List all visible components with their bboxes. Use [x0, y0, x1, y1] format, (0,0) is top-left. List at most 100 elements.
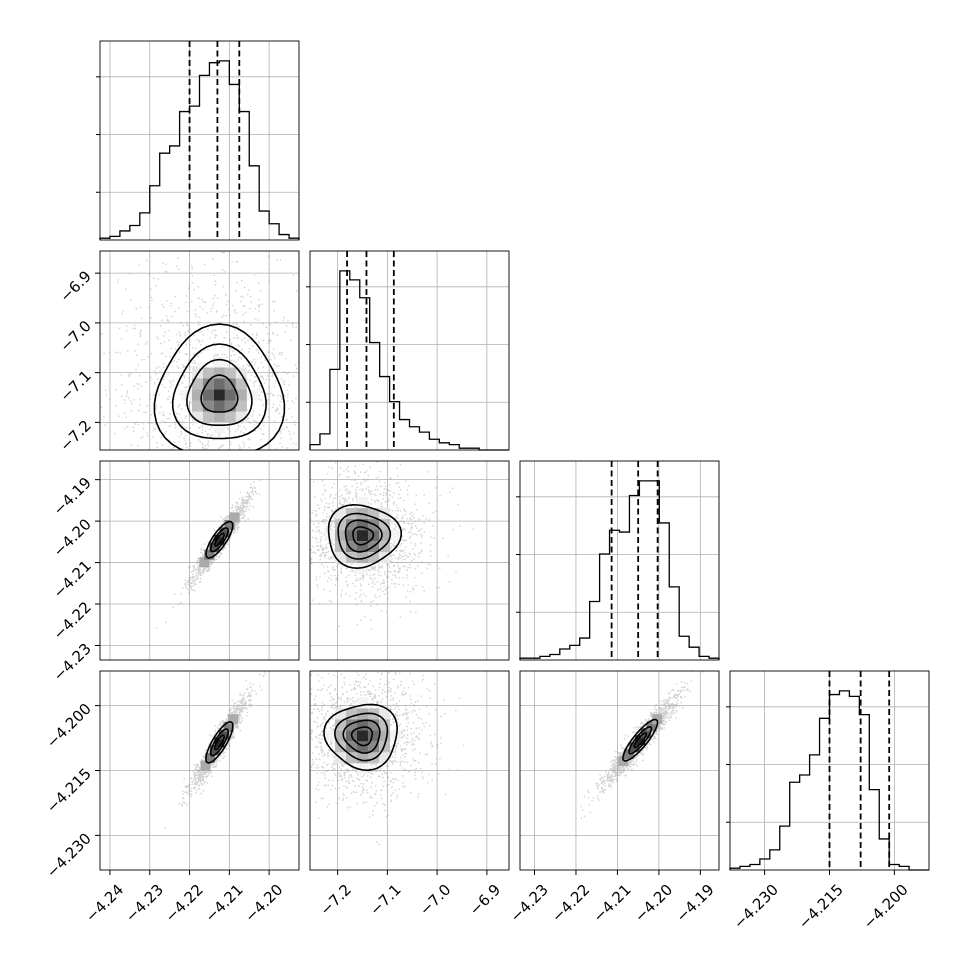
- density-block: [345, 719, 357, 731]
- density-panel-3-4: [519, 670, 720, 871]
- density-block: [235, 411, 247, 423]
- density-block: [209, 542, 220, 553]
- density-block: [213, 389, 225, 401]
- density-content: [310, 461, 475, 630]
- density-panel-1-4: [99, 670, 300, 871]
- density-block: [213, 378, 225, 390]
- contour-line-2: [342, 719, 381, 754]
- panel-frame: [309, 670, 510, 871]
- density-panel-1-2: [99, 250, 300, 451]
- histogram-step: [309, 270, 509, 451]
- density-content: [580, 671, 704, 819]
- density-content: [100, 251, 299, 450]
- density-block: [191, 378, 203, 390]
- density-block: [378, 752, 390, 764]
- y-tick-label-2-1: −7.2: [56, 416, 94, 454]
- density-block: [235, 378, 247, 390]
- y-tick-label-4-2: −4.215: [43, 765, 95, 817]
- density-block: [345, 541, 357, 553]
- x-tick-label-4-3: −4.200: [860, 881, 912, 933]
- density-block: [191, 389, 203, 401]
- density-block: [202, 367, 214, 379]
- density-block: [229, 512, 240, 523]
- contour-line-2: [628, 726, 653, 755]
- x-tick-label-3-1: −4.23: [507, 881, 552, 926]
- density-block: [224, 519, 235, 530]
- density-block: [389, 730, 401, 742]
- density-block: [213, 411, 225, 423]
- density-block: [202, 378, 214, 390]
- density-block: [378, 719, 390, 731]
- density-block: [334, 730, 346, 742]
- density-block: [214, 534, 225, 545]
- density-block: [228, 714, 239, 725]
- contour-line-1: [352, 526, 375, 546]
- x-tick-label-2-1: −7.2: [316, 881, 354, 919]
- contour-line-4: [323, 703, 399, 772]
- x-tick-label-3-4: −4.20: [631, 881, 676, 926]
- x-tick-label-2-4: −6.9: [466, 881, 504, 919]
- density-block: [356, 541, 368, 553]
- density-block: [345, 708, 357, 720]
- density-block: [202, 411, 214, 423]
- density-block: [646, 721, 657, 732]
- density-block: [202, 400, 214, 412]
- density-block: [246, 389, 258, 401]
- density-block: [224, 389, 236, 401]
- density-block: [345, 530, 357, 542]
- y-tick-label-2-4: −6.9: [56, 267, 94, 305]
- density-block: [345, 519, 357, 531]
- hist-panel-3: [516, 460, 720, 661]
- density-block: [356, 552, 368, 564]
- density-block: [367, 552, 379, 564]
- y-tick-label-2-3: −7.0: [56, 317, 94, 355]
- density-block: [334, 530, 346, 542]
- contour-line-1: [200, 374, 239, 413]
- y-tick-label-3-2: −4.22: [50, 598, 95, 643]
- density-block: [191, 400, 203, 412]
- density-content: [155, 479, 261, 629]
- density-block: [378, 519, 390, 531]
- contour-line-1: [350, 726, 373, 747]
- density-block: [652, 714, 663, 725]
- density-block: [202, 389, 214, 401]
- x-tick-label-4-2: −4.215: [795, 881, 847, 933]
- density-content: [310, 671, 465, 846]
- panel-frame: [309, 250, 510, 451]
- density-block: [635, 735, 646, 746]
- density-block: [180, 389, 192, 401]
- density-block: [200, 760, 211, 771]
- density-block: [367, 719, 379, 731]
- density-block: [334, 519, 346, 531]
- density-block: [224, 400, 236, 412]
- y-tick-label-3-1: −4.23: [50, 640, 95, 685]
- density-block: [367, 730, 379, 742]
- density-block: [334, 708, 346, 720]
- density-block: [224, 378, 236, 390]
- panel-frame: [99, 250, 300, 451]
- x-tick-label-1-3: −4.22: [162, 881, 207, 926]
- density-block: [334, 552, 346, 564]
- hist-panel-2: [306, 250, 510, 451]
- density-panel-1-3: [99, 460, 300, 661]
- y-tick-label-4-1: −4.230: [43, 829, 95, 881]
- density-block: [356, 519, 368, 531]
- density-block: [356, 563, 368, 575]
- density-block: [235, 400, 247, 412]
- x-tick-label-1-5: −4.20: [241, 881, 286, 926]
- density-block: [223, 721, 234, 732]
- x-tick-label-1-2: −4.23: [122, 881, 167, 926]
- density-block: [213, 356, 225, 368]
- density-block: [367, 508, 379, 520]
- density-block: [367, 741, 379, 753]
- hist-panel-1: [96, 40, 300, 241]
- density-block: [219, 527, 230, 538]
- density-block: [356, 719, 368, 731]
- density-block: [334, 508, 346, 520]
- contour-line-3: [205, 721, 234, 764]
- density-block: [191, 411, 203, 423]
- density-block: [378, 530, 390, 542]
- x-tick-label-2-3: −7.0: [416, 881, 454, 919]
- x-tick-label-1-1: −4.24: [82, 881, 127, 926]
